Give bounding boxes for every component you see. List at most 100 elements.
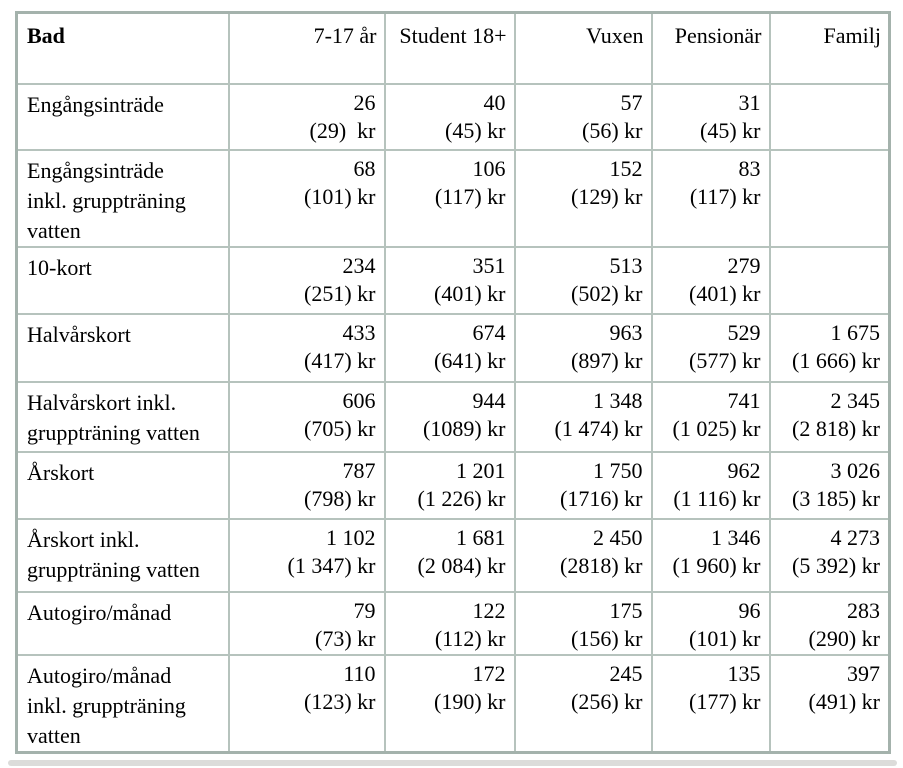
price-cell: 3 026 (3 185) kr [768, 450, 891, 520]
price-cell: 433 (417) kr [227, 312, 386, 383]
price-current: 4 273 [830, 524, 881, 550]
price-cell: 1 201 (1 226) kr [383, 450, 516, 520]
price-current: 1 346 [711, 524, 761, 550]
price-previous: (1 226) kr [417, 485, 506, 511]
price-cell: 172 (190) kr [383, 653, 516, 753]
price-current: 26 [353, 89, 376, 115]
price-cell: 2 450 (2818) kr [513, 517, 653, 593]
price-cell: 1 102 (1 347) kr [227, 517, 386, 593]
price-current: 68 [353, 155, 376, 181]
row-label: Engångsinträde inkl. gruppträning vatten [15, 148, 230, 248]
price-cell: 279 (401) kr [650, 245, 771, 315]
price-cell: 175 (156) kr [513, 590, 653, 656]
price-cell: 135 (177) kr [650, 653, 771, 753]
price-previous: (290) kr [808, 625, 880, 651]
price-current: 529 [727, 319, 761, 345]
price-current: 234 [342, 252, 376, 278]
price-previous: (190) kr [434, 688, 506, 714]
price-cell: 787 (798) kr [227, 450, 386, 520]
price-previous: (1 960) kr [672, 552, 761, 578]
price-previous: (897) kr [571, 347, 643, 373]
price-previous: (2818) kr [560, 552, 643, 578]
price-previous: (1 474) kr [554, 415, 643, 441]
price-cell: 1 348 (1 474) kr [513, 380, 653, 453]
price-previous: (251) kr [304, 280, 376, 306]
price-cell: 2 345 (2 818) kr [768, 380, 891, 453]
price-current: 1 348 [593, 387, 643, 413]
price-previous: (256) kr [571, 688, 643, 714]
price-cell: 4 273 (5 392) kr [768, 517, 891, 593]
row-label: Årskort [15, 450, 230, 520]
price-cell: 152 (129) kr [513, 148, 653, 248]
price-current: 110 [343, 660, 376, 686]
price-current: 741 [727, 387, 761, 413]
price-cell: 351 (401) kr [383, 245, 516, 315]
price-previous: (798) kr [304, 485, 376, 511]
price-previous: (45) kr [445, 117, 506, 143]
price-current: 2 450 [593, 524, 643, 550]
price-cell: 96 (101) kr [650, 590, 771, 656]
price-cell [768, 82, 891, 151]
price-previous: (101) kr [689, 625, 761, 651]
price-current: 79 [353, 597, 376, 623]
price-cell: 963 (897) kr [513, 312, 653, 383]
price-cell: 962 (1 116) kr [650, 450, 771, 520]
price-cell: 106 (117) kr [383, 148, 516, 248]
price-current: 3 026 [830, 457, 881, 483]
price-previous: (401) kr [434, 280, 506, 306]
price-previous: (112) kr [434, 625, 506, 651]
price-current: 31 [738, 89, 761, 115]
price-previous: (705) kr [304, 415, 376, 441]
price-current: 245 [609, 660, 643, 686]
price-cell: 529 (577) kr [650, 312, 771, 383]
row-label: Autogiro/månad [15, 590, 230, 656]
row-label: Halvårskort inkl. gruppträning vatten [15, 380, 230, 453]
table-row: Halvårskort inkl. gruppträning vatten 60… [15, 380, 891, 453]
price-previous: (73) kr [315, 625, 376, 651]
header-row: Bad 7-17 år Student 18+ Vuxen Pensionär … [15, 11, 891, 85]
price-cell: 31 (45) kr [650, 82, 771, 151]
price-current: 122 [472, 597, 506, 623]
price-previous: (5 392) kr [792, 552, 880, 578]
price-table-container: Bad 7-17 år Student 18+ Vuxen Pensionär … [15, 11, 891, 754]
price-current: 2 345 [830, 387, 881, 413]
price-cell: 1 750 (1716) kr [513, 450, 653, 520]
price-current: 40 [483, 89, 506, 115]
price-previous: (2 818) kr [792, 415, 880, 441]
price-cell: 513 (502) kr [513, 245, 653, 315]
price-current: 787 [342, 457, 376, 483]
row-label: Halvårskort [15, 312, 230, 383]
row-label: Årskort inkl. gruppträning vatten [15, 517, 230, 593]
price-previous: (101) kr [304, 183, 376, 209]
price-previous: (641) kr [434, 347, 506, 373]
price-previous: (156) kr [571, 625, 643, 651]
page-bottom-divider [8, 760, 897, 766]
price-current: 83 [738, 155, 761, 181]
price-previous: (117) kr [434, 183, 506, 209]
price-cell: 283 (290) kr [768, 590, 891, 656]
price-cell: 57 (56) kr [513, 82, 653, 151]
price-current: 175 [609, 597, 643, 623]
price-current: 513 [609, 252, 643, 278]
price-previous: (123) kr [304, 688, 376, 714]
price-cell: 26 (29) kr [227, 82, 386, 151]
price-previous: (1 116) kr [673, 485, 761, 511]
column-header-familj: Familj [768, 11, 891, 85]
price-current: 1 102 [326, 524, 376, 550]
table-row: Autogiro/månad 79 (73) kr 122 (112) kr 175… [15, 590, 891, 656]
price-previous: (129) kr [571, 183, 643, 209]
price-cell: 1 675 (1 666) kr [768, 312, 891, 383]
price-previous: (177) kr [689, 688, 761, 714]
row-label: Autogiro/månad inkl. gruppträning vatten [15, 653, 230, 753]
price-current: 1 681 [456, 524, 506, 550]
price-current: 397 [847, 660, 880, 686]
price-previous: (29) kr [309, 117, 376, 143]
price-previous: (3 185) kr [792, 485, 880, 511]
price-previous: (491) kr [808, 688, 880, 714]
row-label: 10-kort [15, 245, 230, 315]
price-current: 674 [472, 319, 506, 345]
table-row: Årskort inkl. gruppträning vatten 1 102(… [15, 517, 891, 593]
price-previous: (401) kr [689, 280, 761, 306]
column-header-bad: Bad [15, 11, 230, 85]
price-previous: (117) kr [689, 183, 761, 209]
